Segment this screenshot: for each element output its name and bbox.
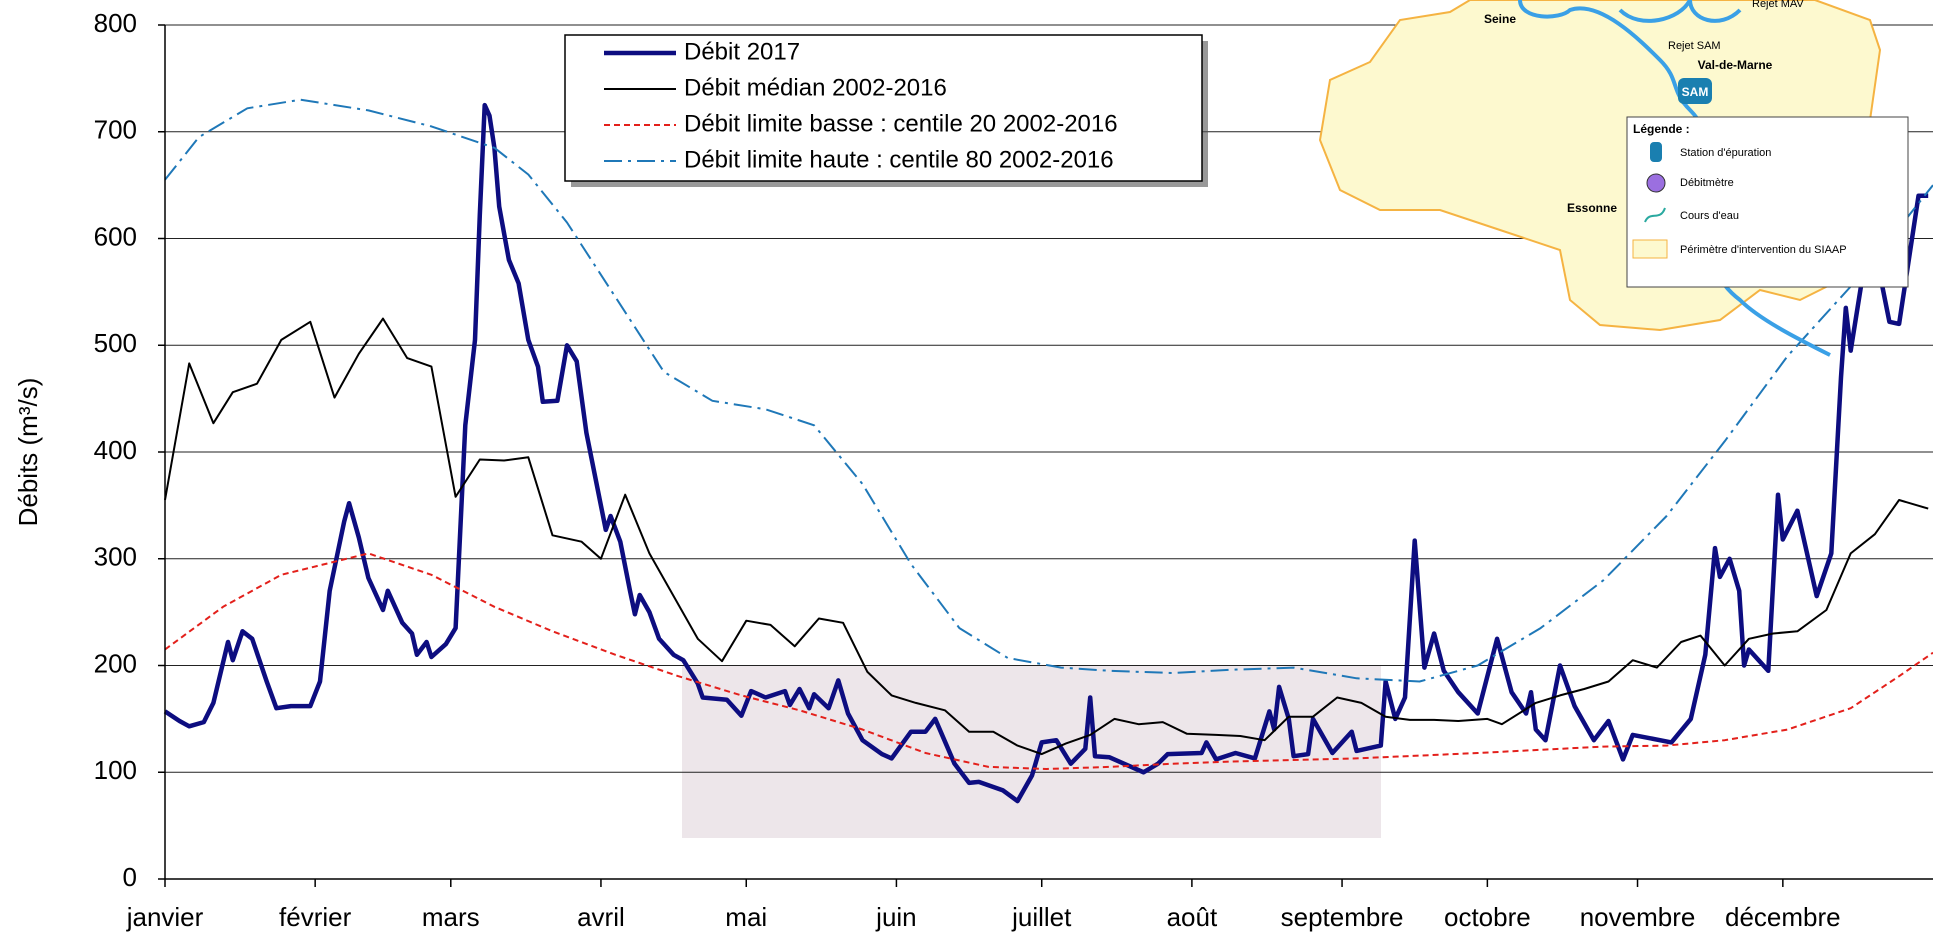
- legend-label: Débit médian 2002-2016: [684, 74, 947, 101]
- legend-icon: [1644, 207, 1666, 223]
- map-legend-item: Débitmètre: [1680, 177, 1734, 189]
- legend-icon: [1632, 239, 1668, 259]
- series-line: [163, 102, 1929, 804]
- map-legend: [1626, 116, 1909, 288]
- river-branch: [1618, 0, 1742, 23]
- x-tick-label: juin: [875, 902, 916, 932]
- legend: Débit 2017 Débit médian 2002-2016 Débit li…: [564, 34, 1208, 187]
- x-tick-label: juillet: [1011, 902, 1072, 932]
- map-legend-item: Cours d'eau: [1680, 210, 1739, 222]
- x-tick-label: février: [279, 902, 352, 932]
- y-tick-label: 400: [94, 435, 137, 465]
- y-tick-label: 700: [94, 115, 137, 145]
- map-inset: Seine Val-de-Marne Essonne Rejet SAM Rej…: [1318, 0, 1909, 357]
- x-tick-label: novembre: [1580, 902, 1696, 932]
- map-label: Rejet SAM: [1668, 40, 1721, 52]
- map-label: Val-de-Marne: [1698, 58, 1773, 72]
- x-tick-label: septembre: [1281, 902, 1404, 932]
- map-legend-title: Légende :: [1633, 122, 1690, 136]
- series-line: [164, 317, 1929, 756]
- x-tick-label: janvier: [126, 902, 204, 932]
- series-line: [164, 552, 1933, 770]
- map-label: Rejet MAV: [1752, 0, 1804, 10]
- y-tick-label: 800: [94, 8, 137, 38]
- map-label: Essonne: [1567, 201, 1617, 215]
- legend-box: [564, 34, 1203, 182]
- x-tick-label: août: [1167, 902, 1218, 932]
- legend-icon: [1650, 142, 1662, 162]
- station-icon: [1678, 78, 1712, 104]
- map-label: Seine: [1484, 12, 1516, 26]
- x-tick-label: décembre: [1725, 902, 1841, 932]
- y-tick-label: 100: [94, 755, 137, 785]
- legend-label: Débit limite basse : centile 20 2002-201…: [684, 110, 1118, 137]
- y-tick-label: 500: [94, 328, 137, 358]
- series-line: [164, 98, 1933, 683]
- x-tick-label: mars: [422, 902, 480, 932]
- x-tick-label: mai: [725, 902, 767, 932]
- x-tick-label: avril: [577, 902, 625, 932]
- lines: [163, 98, 1933, 804]
- y-tick-label: 600: [94, 221, 137, 251]
- y-tick-label: 300: [94, 542, 137, 572]
- legend-items: Débit 2017 Débit médian 2002-2016 Débit li…: [604, 38, 1118, 173]
- map-legend-item: Périmètre d'intervention du SIAAP: [1680, 244, 1847, 256]
- map-legend-item: Station d'épuration: [1680, 147, 1771, 159]
- legend-icon: [1646, 173, 1666, 193]
- legend-label: Débit limite haute : centile 80 2002-201…: [684, 146, 1114, 173]
- y-axis-title: Débits (m³/s): [13, 378, 43, 527]
- x-tick-label: octobre: [1444, 902, 1531, 932]
- y-tick-label: 0: [123, 862, 137, 892]
- legend-label: Débit 2017: [684, 38, 800, 65]
- y-tick-label: 200: [94, 648, 137, 678]
- station-label: SAM: [1682, 85, 1709, 99]
